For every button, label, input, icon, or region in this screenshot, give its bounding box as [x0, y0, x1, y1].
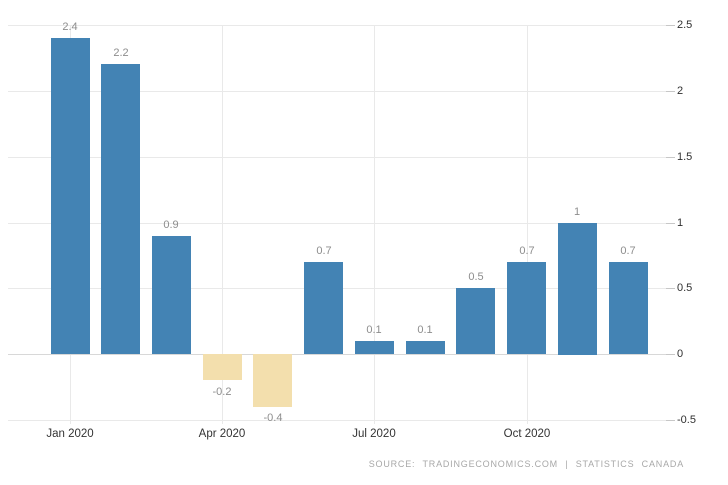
- bar-value-label: 1: [573, 206, 581, 218]
- bar-value-label: -0.2: [212, 386, 232, 398]
- y-axis-tick: [666, 91, 675, 92]
- x-axis-tick-label: Oct 2020: [503, 428, 551, 440]
- vertical-gridline: [222, 25, 223, 424]
- bar-value-label: 2.2: [113, 47, 129, 59]
- vertical-gridline: [374, 25, 375, 424]
- bar-value-label: 0.1: [417, 324, 433, 336]
- bar-value-label: 2.4: [62, 21, 78, 33]
- bar-jul-2020[interactable]: [355, 341, 394, 354]
- bar-mar-2020[interactable]: [152, 236, 191, 354]
- y-axis-tick-label: 2: [677, 85, 684, 97]
- bar-dec-2020[interactable]: [609, 262, 648, 354]
- bar-value-label: 0.9: [163, 219, 179, 231]
- bar-apr-2020[interactable]: [203, 354, 242, 380]
- y-axis-tick-label: -0.5: [677, 414, 696, 426]
- bar-value-label: 0.5: [468, 271, 484, 283]
- y-axis-tick-label: 0: [677, 348, 684, 360]
- horizontal-gridline: [8, 91, 666, 92]
- x-axis-tick-label: Jan 2020: [46, 428, 94, 440]
- bar-jun-2020[interactable]: [304, 262, 343, 354]
- bar-value-label: 0.7: [316, 245, 332, 257]
- horizontal-gridline: [8, 354, 666, 355]
- bar-feb-2020[interactable]: [101, 64, 140, 354]
- bar-aug-2020[interactable]: [406, 341, 445, 354]
- y-axis-tick: [666, 288, 675, 289]
- bar-nov-2020[interactable]: [558, 223, 597, 355]
- y-axis-tick-label: 1: [677, 217, 684, 229]
- y-axis-tick: [666, 157, 675, 158]
- bar-oct-2020[interactable]: [507, 262, 546, 354]
- x-axis-tick-label: Apr 2020: [198, 428, 246, 440]
- horizontal-gridline: [8, 157, 666, 158]
- y-axis-tick-label: 1.5: [677, 151, 693, 163]
- y-axis-tick-label: 2.5: [677, 19, 693, 31]
- horizontal-gridline: [8, 223, 666, 224]
- x-axis-tick-label: Jul 2020: [352, 428, 396, 440]
- vertical-gridline: [527, 25, 528, 424]
- bar-value-label: 0.7: [519, 245, 535, 257]
- bar-value-label: 0.1: [366, 324, 382, 336]
- bar-sep-2020[interactable]: [456, 288, 495, 354]
- y-axis-tick: [666, 354, 675, 355]
- bar-may-2020[interactable]: [253, 354, 292, 407]
- y-axis-tick-label: 0.5: [677, 282, 693, 294]
- bar-value-label: -0.4: [263, 412, 283, 424]
- y-axis-tick: [666, 420, 675, 421]
- horizontal-gridline: [8, 25, 666, 26]
- bar-value-label: 0.7: [620, 245, 636, 257]
- bar-jan-2020[interactable]: [51, 38, 90, 354]
- y-axis-tick: [666, 25, 675, 26]
- horizontal-gridline: [8, 420, 666, 421]
- source-attribution: SOURCE: TRADINGECONOMICS.COM | STATISTIC…: [368, 459, 684, 469]
- y-axis-tick: [666, 223, 675, 224]
